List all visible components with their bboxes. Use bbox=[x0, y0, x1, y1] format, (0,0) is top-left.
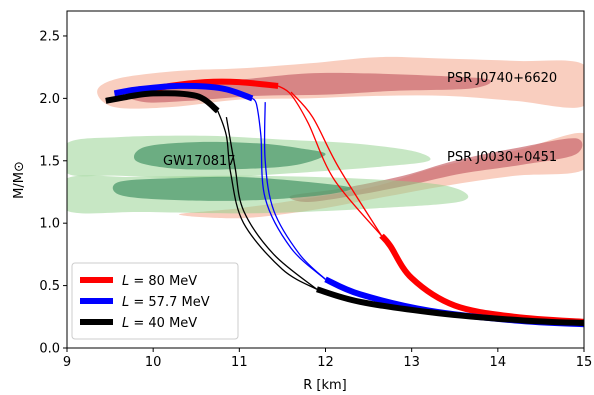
axis-ticks: 9 10 11 12 13 14 15 0.0 0.5 1.0 1.5 2.0 2.5 bbox=[39, 29, 592, 370]
x-tick-label: 9 bbox=[63, 355, 71, 370]
annotation-gw170817: GW170817 bbox=[163, 154, 236, 169]
y-tick-label: 1.0 bbox=[39, 217, 60, 232]
x-tick-label: 14 bbox=[490, 355, 507, 370]
curve-l57-thin2 bbox=[263, 102, 326, 280]
region-gw170817-inner-lower bbox=[112, 176, 352, 201]
curve-l80-thin bbox=[277, 85, 382, 237]
curve-l40-thick bbox=[316, 286, 584, 326]
x-tick-label: 12 bbox=[317, 355, 334, 370]
annotation-psr-j0740: PSR J0740+6620 bbox=[447, 71, 557, 86]
legend-box bbox=[71, 262, 239, 340]
legend-label-l40: L = 40 MeV bbox=[122, 316, 197, 331]
y-tick-label: 2.0 bbox=[39, 92, 60, 107]
region-psr-j0740-inner bbox=[125, 72, 492, 103]
x-tick-label: 11 bbox=[231, 355, 248, 370]
curve-l40-top bbox=[105, 90, 220, 114]
mass-radius-curves bbox=[105, 78, 584, 328]
y-tick-label: 0.0 bbox=[39, 342, 60, 357]
region-psr-j0030-outer bbox=[179, 132, 584, 219]
curve-l40-thin bbox=[217, 110, 318, 290]
x-tick-label: 10 bbox=[145, 355, 162, 370]
curve-l57-top bbox=[113, 82, 254, 102]
legend-label-l57: L = 57.7 MeV bbox=[122, 295, 210, 310]
curve-l40-thin2 bbox=[225, 116, 318, 290]
x-tick-label: 15 bbox=[576, 355, 593, 370]
y-axis-label: M/M⊙ bbox=[12, 161, 27, 199]
x-axis-label: R [km] bbox=[303, 378, 347, 393]
curve-l57-thin bbox=[251, 97, 326, 280]
region-gw170817-inner-upper bbox=[133, 141, 326, 170]
annotation-psr-j0030: PSR J0030+0451 bbox=[447, 150, 557, 165]
x-tick-label: 13 bbox=[403, 355, 420, 370]
curve-l80-thin2 bbox=[290, 91, 383, 237]
credible-regions bbox=[67, 56, 584, 219]
y-tick-label: 1.5 bbox=[39, 154, 60, 169]
legend: L = 80 MeV L = 57.7 MeV L = 40 MeV bbox=[71, 262, 239, 340]
y-tick-label: 0.5 bbox=[39, 279, 60, 294]
y-tick-label: 2.5 bbox=[39, 29, 60, 44]
legend-label-l80: L = 80 MeV bbox=[122, 274, 197, 289]
